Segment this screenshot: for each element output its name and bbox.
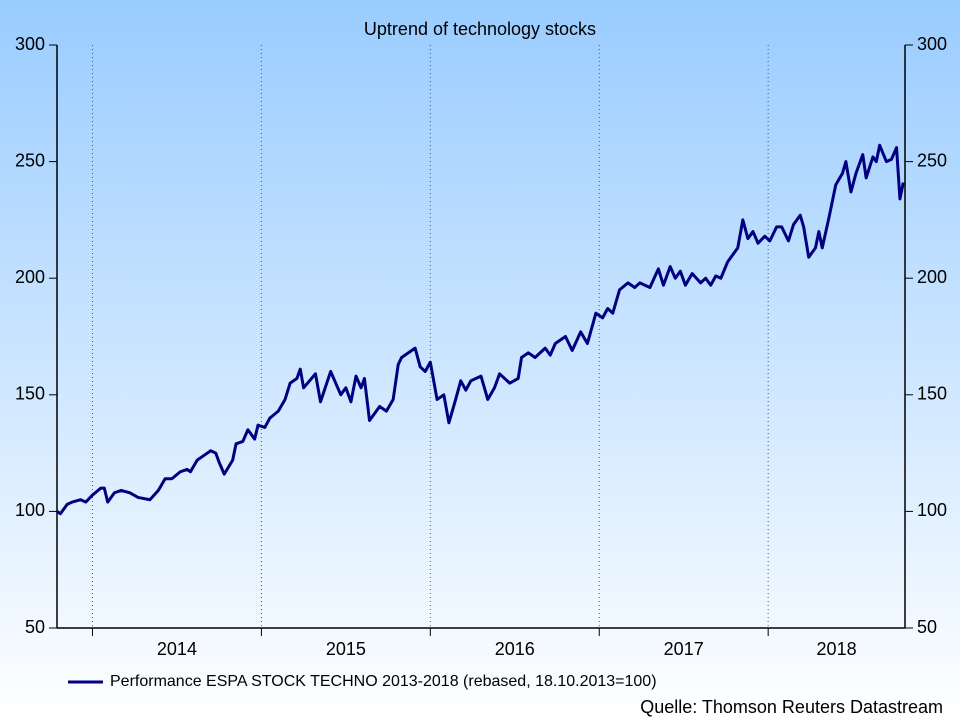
y-tick-label: 150 <box>15 384 45 404</box>
y2-tick-label: 300 <box>917 34 947 54</box>
y2-tick-label: 50 <box>917 617 937 637</box>
chart-title: Uptrend of technology stocks <box>364 19 596 39</box>
y-tick-label: 200 <box>15 267 45 287</box>
y-tick-label: 50 <box>25 617 45 637</box>
source: Quelle: Thomson Reuters Datastream <box>640 697 943 717</box>
x-tick-label: 2014 <box>157 639 197 659</box>
x-tick-label: 2018 <box>817 639 857 659</box>
x-tick-label: 2015 <box>326 639 366 659</box>
x-tick-label: 2017 <box>664 639 704 659</box>
legend-label: Performance ESPA STOCK TECHNO 2013-2018 … <box>110 673 657 690</box>
y2-tick-label: 200 <box>917 267 947 287</box>
y-tick-label: 250 <box>15 150 45 170</box>
y2-tick-label: 250 <box>917 150 947 170</box>
x-tick-label: 2016 <box>495 639 535 659</box>
data-line <box>56 143 905 516</box>
y2-tick-label: 100 <box>917 500 947 520</box>
y2-tick-label: 150 <box>917 384 947 404</box>
y-tick-label: 100 <box>15 500 45 520</box>
y-tick-label: 300 <box>15 34 45 54</box>
